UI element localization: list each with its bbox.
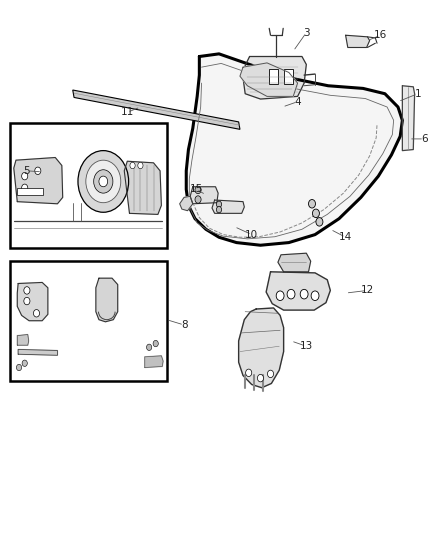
Text: 10: 10: [245, 230, 258, 240]
Circle shape: [195, 196, 201, 203]
Circle shape: [153, 341, 158, 347]
Text: 5: 5: [24, 166, 30, 176]
Polygon shape: [96, 278, 118, 322]
Circle shape: [16, 365, 21, 370]
Circle shape: [78, 151, 129, 212]
Text: 1: 1: [414, 88, 421, 99]
Circle shape: [86, 160, 121, 203]
Polygon shape: [346, 35, 370, 47]
Circle shape: [130, 163, 135, 168]
Circle shape: [35, 167, 41, 174]
Text: 12: 12: [361, 286, 374, 295]
Text: 13: 13: [300, 341, 313, 351]
Polygon shape: [73, 90, 240, 130]
Circle shape: [138, 163, 143, 168]
Polygon shape: [212, 200, 244, 213]
Circle shape: [312, 209, 319, 217]
Bar: [284, 69, 293, 84]
Circle shape: [21, 172, 28, 180]
Circle shape: [300, 289, 308, 299]
Text: 16: 16: [374, 30, 387, 41]
Polygon shape: [14, 158, 63, 204]
Circle shape: [24, 287, 30, 294]
Circle shape: [22, 360, 27, 367]
Polygon shape: [190, 187, 218, 204]
Polygon shape: [17, 335, 28, 345]
Circle shape: [99, 176, 108, 187]
Polygon shape: [240, 63, 297, 96]
Bar: [17, 188, 43, 195]
Circle shape: [308, 199, 315, 208]
Circle shape: [258, 374, 264, 382]
Circle shape: [94, 169, 113, 193]
Text: 6: 6: [421, 134, 427, 144]
Circle shape: [195, 186, 201, 193]
Polygon shape: [145, 356, 163, 368]
Text: 8: 8: [181, 320, 187, 330]
Bar: [269, 69, 279, 84]
Circle shape: [311, 291, 319, 301]
Circle shape: [33, 310, 39, 317]
Polygon shape: [186, 54, 403, 245]
Polygon shape: [243, 56, 306, 99]
Circle shape: [268, 370, 274, 377]
Circle shape: [216, 206, 222, 213]
Polygon shape: [18, 350, 57, 356]
Text: 11: 11: [121, 107, 134, 117]
Text: 14: 14: [339, 232, 352, 243]
Circle shape: [287, 289, 295, 299]
Text: 3: 3: [303, 28, 310, 38]
Circle shape: [316, 217, 323, 226]
Polygon shape: [266, 272, 330, 310]
FancyBboxPatch shape: [11, 123, 167, 248]
Polygon shape: [180, 196, 193, 211]
Text: 15: 15: [190, 184, 203, 195]
Circle shape: [24, 297, 30, 305]
Polygon shape: [17, 282, 48, 321]
Polygon shape: [278, 253, 311, 272]
Polygon shape: [403, 86, 415, 151]
Polygon shape: [124, 161, 161, 214]
Circle shape: [246, 369, 252, 376]
Circle shape: [276, 291, 284, 301]
Circle shape: [147, 344, 152, 351]
Circle shape: [216, 201, 222, 207]
Circle shape: [21, 184, 28, 191]
FancyBboxPatch shape: [11, 261, 167, 381]
Polygon shape: [239, 308, 284, 387]
Text: 4: 4: [294, 96, 301, 107]
